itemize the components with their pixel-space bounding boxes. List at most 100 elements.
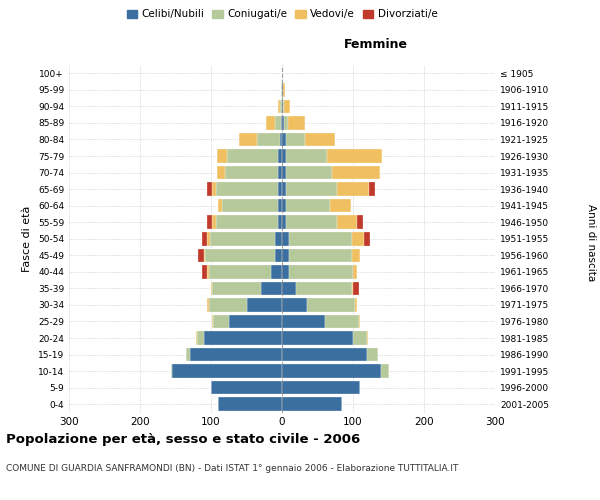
Bar — [202, 265, 208, 278]
Bar — [257, 132, 280, 146]
Bar — [239, 132, 257, 146]
Text: Popolazione per età, sesso e stato civile - 2006: Popolazione per età, sesso e stato civil… — [6, 432, 360, 446]
Bar — [282, 149, 286, 163]
Bar — [296, 282, 352, 295]
Bar — [172, 364, 282, 378]
Bar — [205, 248, 275, 262]
Bar — [337, 182, 370, 196]
Bar — [353, 282, 359, 295]
Bar — [197, 332, 204, 345]
Bar — [217, 149, 227, 163]
Bar — [286, 166, 332, 179]
Bar — [337, 216, 357, 229]
Bar — [370, 182, 375, 196]
Bar — [282, 248, 289, 262]
Bar — [216, 182, 278, 196]
Bar — [204, 332, 282, 345]
Bar — [218, 199, 221, 212]
Bar — [282, 199, 286, 212]
Bar — [278, 199, 282, 212]
Bar — [282, 83, 283, 96]
Bar — [282, 282, 296, 295]
Bar — [186, 348, 190, 362]
Bar — [198, 248, 204, 262]
Bar — [229, 314, 282, 328]
Bar — [213, 314, 229, 328]
Bar — [208, 298, 209, 312]
Bar — [209, 232, 275, 245]
Bar — [280, 132, 282, 146]
Bar — [329, 199, 351, 212]
Bar — [221, 199, 278, 212]
Bar — [283, 83, 285, 96]
Bar — [282, 132, 286, 146]
Bar — [278, 149, 282, 163]
Bar — [260, 282, 282, 295]
Bar — [355, 298, 356, 312]
Bar — [271, 265, 282, 278]
Bar — [284, 116, 287, 130]
Bar — [382, 364, 389, 378]
Text: Femmine: Femmine — [344, 38, 408, 51]
Bar — [286, 216, 337, 229]
Bar — [208, 265, 209, 278]
Bar — [278, 100, 280, 113]
Bar — [275, 248, 282, 262]
Text: COMUNE DI GUARDIA SANFRAMONDI (BN) - Dati ISTAT 1° gennaio 2006 - Elaborazione T: COMUNE DI GUARDIA SANFRAMONDI (BN) - Dat… — [6, 464, 458, 473]
Bar — [327, 149, 382, 163]
Bar — [284, 100, 290, 113]
Bar — [282, 116, 284, 130]
Bar — [212, 282, 260, 295]
Bar — [227, 149, 278, 163]
Bar — [282, 314, 325, 328]
Bar — [286, 132, 305, 146]
Y-axis label: Fasce di età: Fasce di età — [22, 206, 32, 272]
Bar — [204, 248, 205, 262]
Bar — [359, 314, 360, 328]
Bar — [170, 364, 172, 378]
Bar — [216, 216, 278, 229]
Bar — [190, 348, 282, 362]
Bar — [275, 232, 282, 245]
Bar — [352, 282, 353, 295]
Bar — [325, 314, 359, 328]
Text: Anni di nascita: Anni di nascita — [586, 204, 596, 281]
Bar — [286, 199, 329, 212]
Bar — [367, 332, 368, 345]
Bar — [282, 265, 289, 278]
Bar — [212, 182, 216, 196]
Bar — [282, 100, 283, 113]
Bar — [211, 381, 282, 394]
Bar — [278, 166, 282, 179]
Bar — [275, 116, 281, 130]
Bar — [281, 83, 282, 96]
Bar — [286, 149, 327, 163]
Bar — [289, 232, 352, 245]
Bar — [202, 232, 208, 245]
Bar — [247, 298, 282, 312]
Bar — [352, 232, 364, 245]
Bar — [305, 132, 335, 146]
Bar — [218, 398, 282, 411]
Bar — [209, 298, 247, 312]
Bar — [225, 166, 278, 179]
Bar — [282, 348, 367, 362]
Bar — [282, 166, 286, 179]
Bar — [207, 182, 212, 196]
Bar — [212, 314, 213, 328]
Bar — [364, 232, 370, 245]
Bar — [286, 182, 337, 196]
Bar — [353, 332, 367, 345]
Bar — [283, 100, 284, 113]
Bar — [278, 216, 282, 229]
Bar — [353, 265, 356, 278]
Bar — [289, 248, 352, 262]
Bar — [280, 100, 282, 113]
Bar — [196, 332, 197, 345]
Bar — [282, 298, 307, 312]
Bar — [352, 248, 360, 262]
Legend: Celibi/Nubili, Coniugati/e, Vedovi/e, Divorziati/e: Celibi/Nubili, Coniugati/e, Vedovi/e, Di… — [122, 5, 442, 24]
Bar — [332, 166, 380, 179]
Bar — [281, 116, 282, 130]
Bar — [208, 232, 209, 245]
